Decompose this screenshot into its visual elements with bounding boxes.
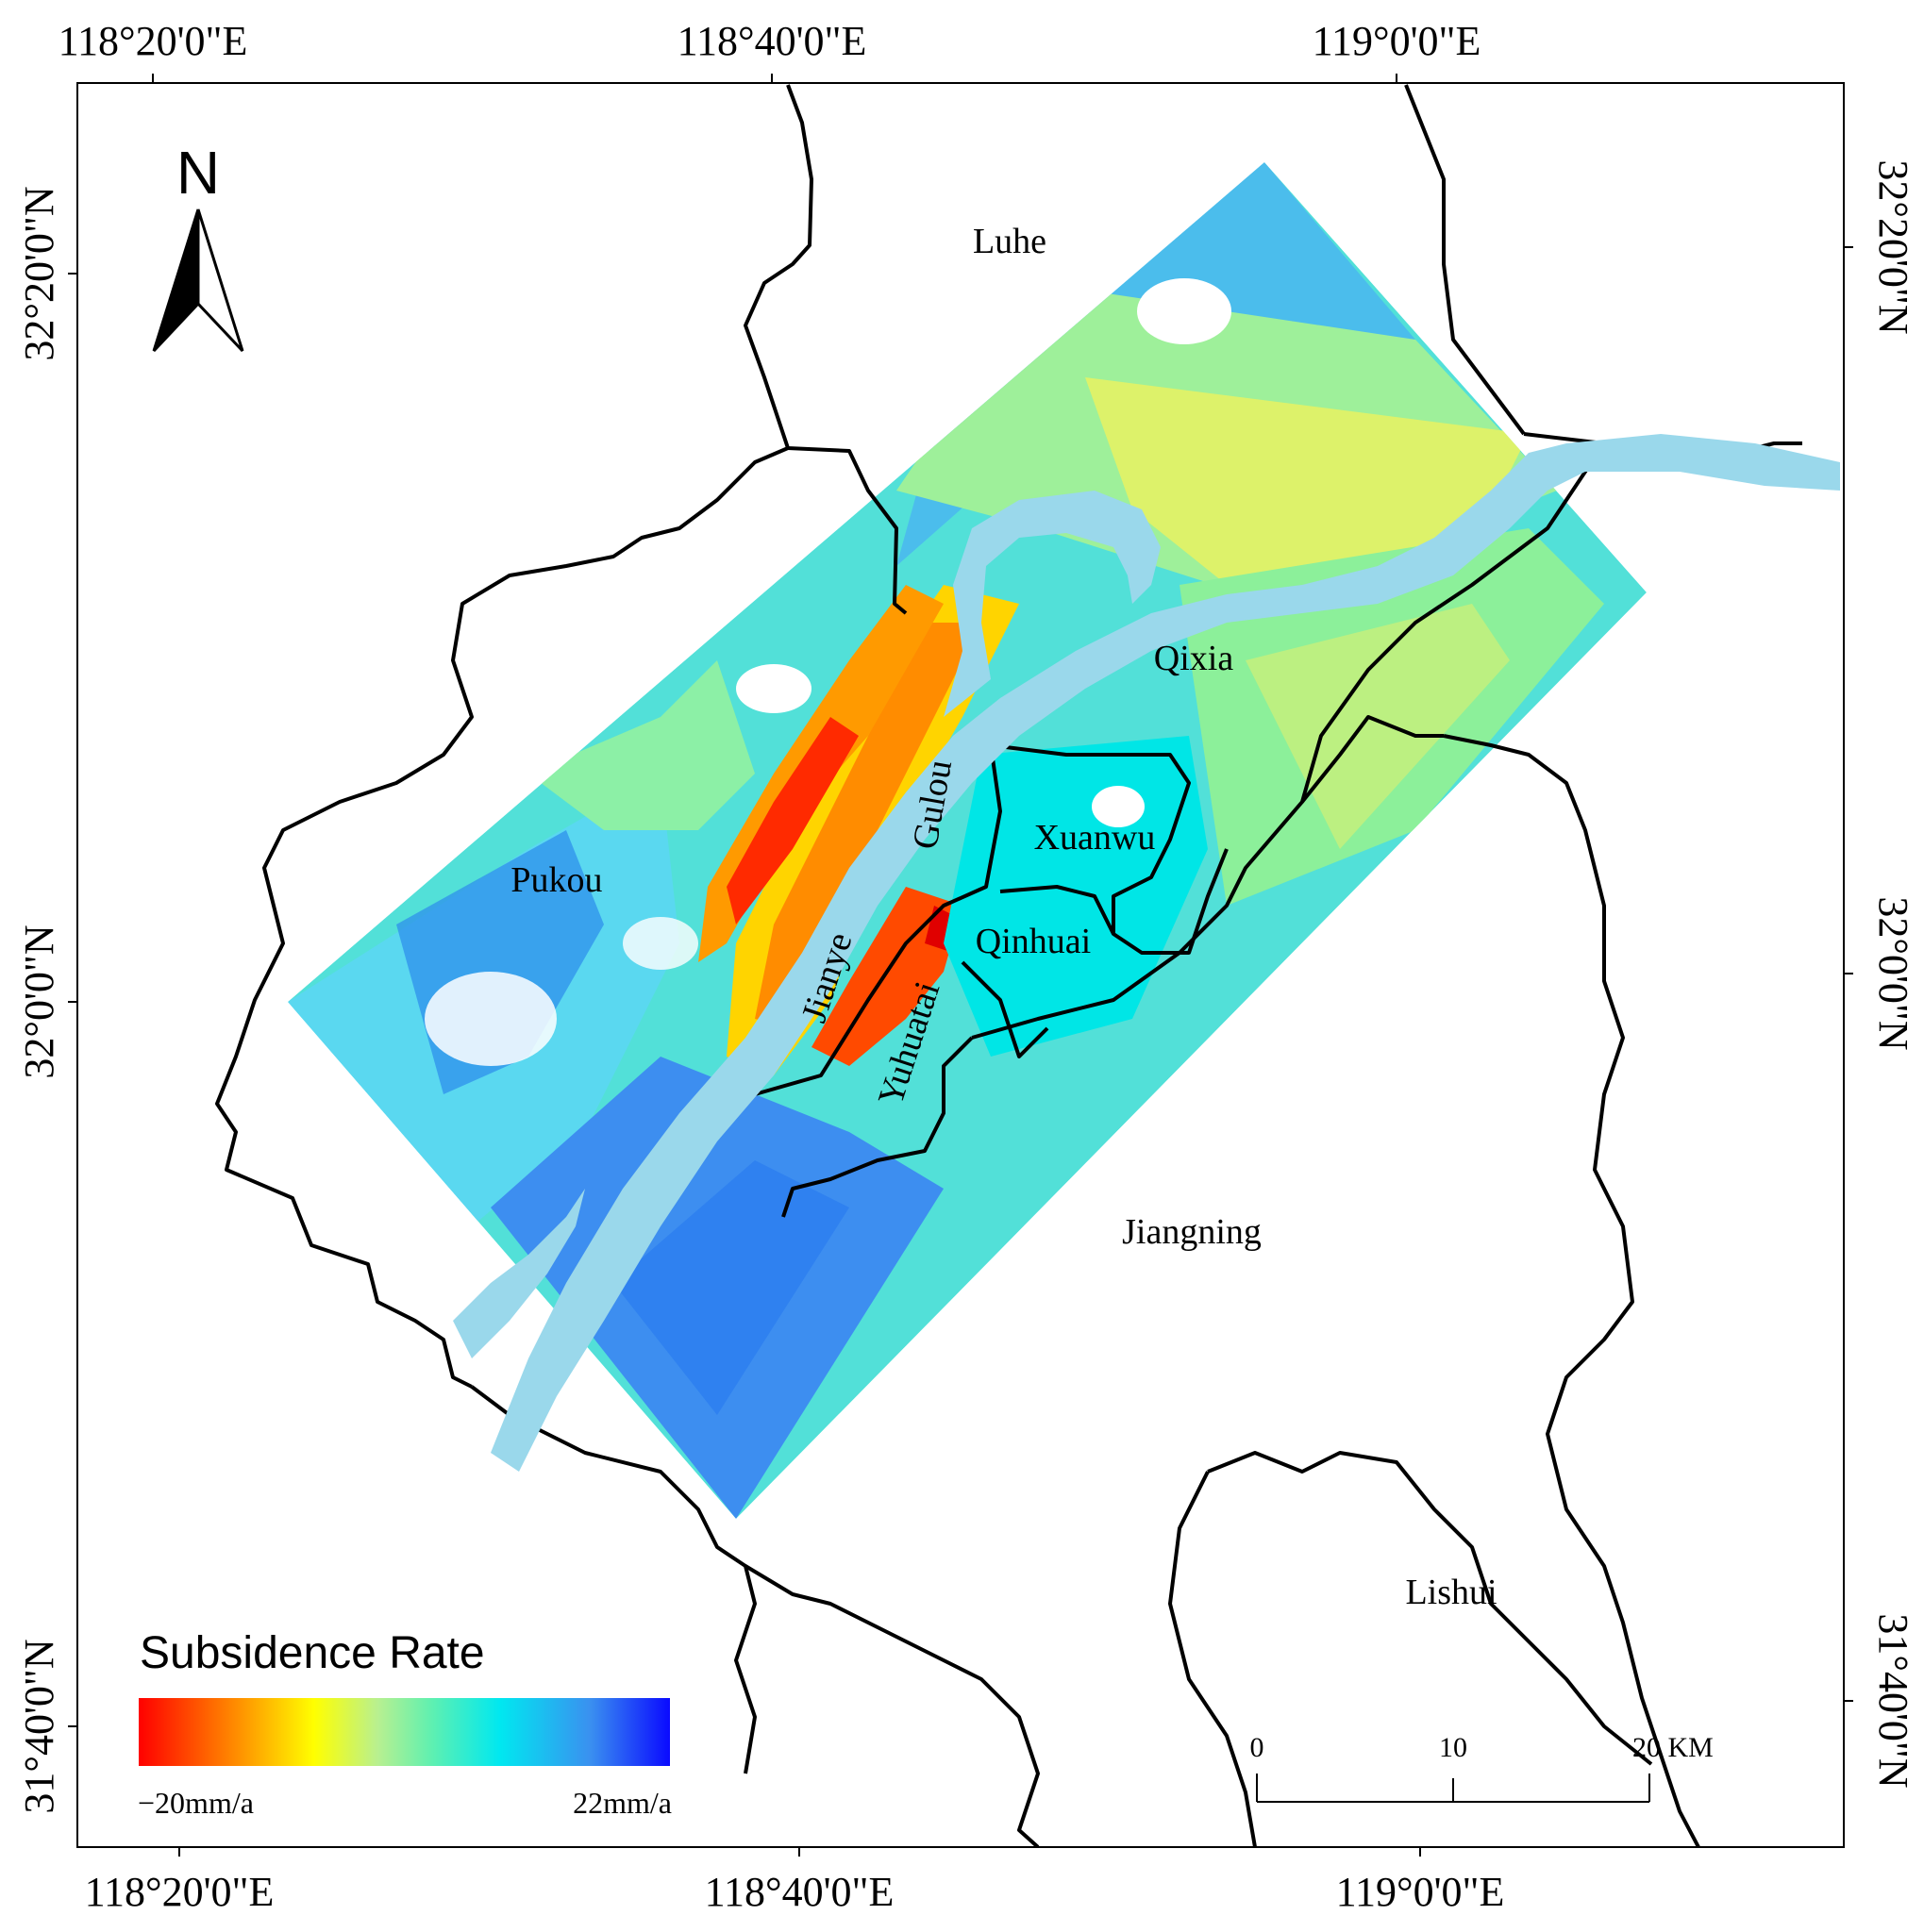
legend-min-label: −20mm/a: [138, 1786, 254, 1820]
legend-colorbar: [139, 1698, 670, 1766]
district-label-qixia: Qixia: [1154, 639, 1234, 678]
axis-ticks: [68, 74, 1853, 1857]
bottom-axis-label: 119°0'0"E: [1336, 1869, 1505, 1915]
top-axis-label: 118°20'0"E: [59, 18, 248, 64]
left-axis-label: 32°20'0"N: [16, 186, 62, 360]
left-axis-label: 31°40'0"N: [16, 1639, 62, 1813]
scale-label-0: 0: [1250, 1732, 1264, 1763]
legend-max-label: 22mm/a: [573, 1786, 672, 1820]
north-arrow-label: N: [176, 139, 220, 207]
right-axis-label: 31°40'0"N: [1870, 1613, 1916, 1788]
scale-label-10: 10: [1439, 1732, 1467, 1763]
district-label-lishui: Lishui: [1405, 1573, 1497, 1612]
district-label-qinhuai: Qinhuai: [976, 922, 1091, 961]
scale-label-20-km: 20 KM: [1632, 1732, 1714, 1763]
district-label-luhe: Luhe: [973, 222, 1046, 261]
bottom-axis-label: 118°20'0"E: [85, 1869, 275, 1915]
right-axis-label: 32°0'0"N: [1870, 896, 1916, 1050]
scale-bar: 0 10 20 KM: [1250, 1732, 1714, 1803]
bottom-axis-label: 118°40'0"E: [705, 1869, 895, 1915]
top-axis-label: 119°0'0"E: [1313, 18, 1481, 64]
legend-title: Subsidence Rate: [140, 1628, 485, 1678]
district-label-jiangning: Jiangning: [1122, 1212, 1262, 1252]
subsidence-raster: [288, 162, 1647, 1519]
top-axis-label: 118°40'0"E: [678, 18, 867, 64]
district-label-pukou: Pukou: [510, 860, 602, 900]
yangtze-river: [453, 434, 1840, 1472]
district-label-xuanwu: Xuanwu: [1034, 818, 1156, 858]
north-arrow-icon: [152, 208, 244, 353]
legend: Subsidence Rate −20mm/a 22mm/a: [138, 1628, 672, 1820]
right-axis-label: 32°20'0"N: [1870, 159, 1916, 334]
north-arrow: N: [152, 139, 244, 353]
left-axis-label: 32°0'0"N: [16, 924, 62, 1078]
